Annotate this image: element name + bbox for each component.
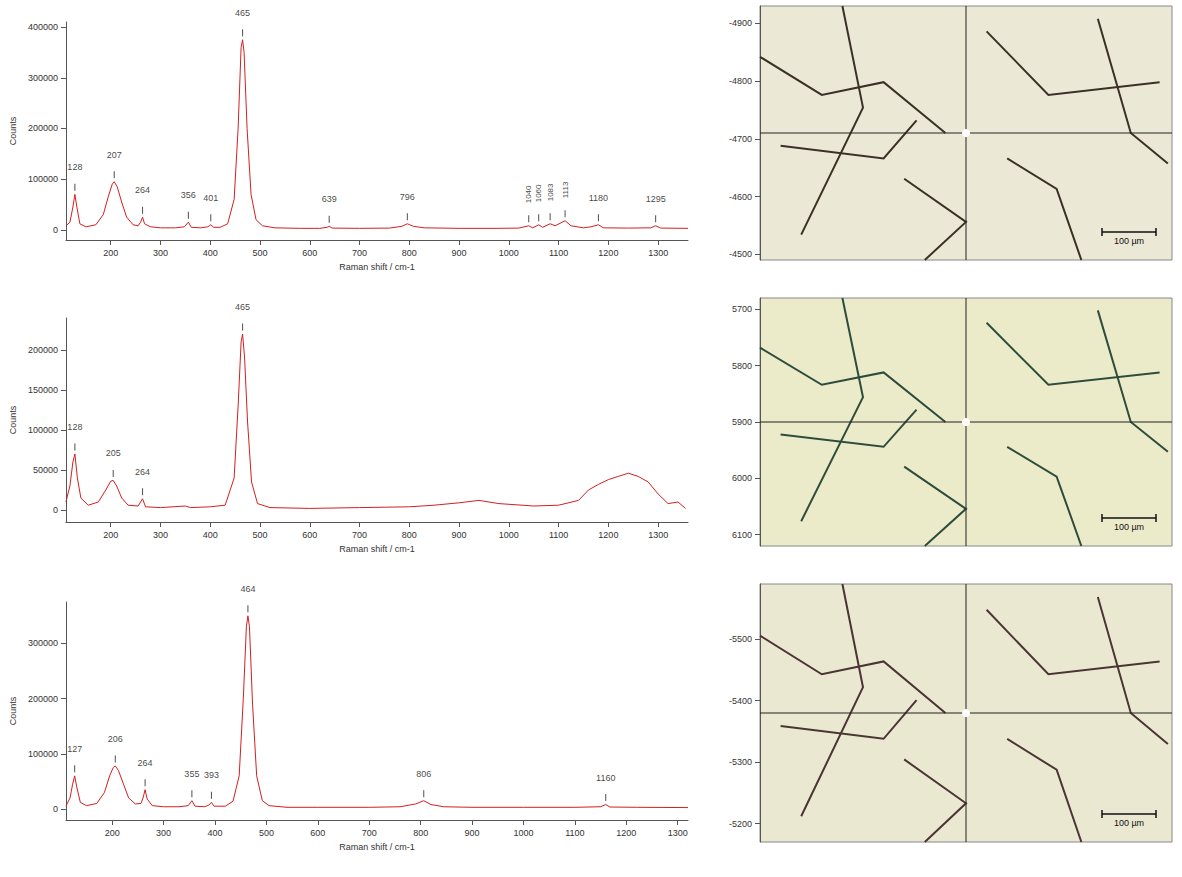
svg-text:1160: 1160 (596, 773, 615, 783)
svg-text:600: 600 (302, 530, 317, 540)
svg-text:207: 207 (107, 150, 122, 160)
svg-text:5700: 5700 (732, 304, 752, 314)
svg-text:1000: 1000 (513, 828, 533, 838)
svg-text:393: 393 (204, 770, 219, 780)
svg-text:400000: 400000 (28, 22, 58, 32)
svg-text:6000: 6000 (732, 473, 752, 483)
svg-text:1300: 1300 (648, 530, 668, 540)
svg-text:-4700: -4700 (729, 134, 752, 144)
svg-text:600: 600 (302, 248, 317, 258)
svg-text:50000: 50000 (33, 465, 58, 475)
svg-text:800: 800 (402, 530, 417, 540)
svg-text:127: 127 (67, 744, 82, 754)
svg-text:-4900: -4900 (729, 18, 752, 28)
svg-text:600: 600 (310, 828, 325, 838)
svg-text:700: 700 (352, 530, 367, 540)
svg-text:1060: 1060 (534, 184, 543, 202)
svg-text:264: 264 (135, 185, 150, 195)
svg-text:6100: 6100 (732, 530, 752, 540)
svg-text:Raman shift / cm-1: Raman shift / cm-1 (339, 544, 415, 554)
svg-text:200000: 200000 (28, 694, 58, 704)
svg-text:355: 355 (184, 769, 199, 779)
svg-text:100000: 100000 (28, 749, 58, 759)
svg-text:401: 401 (203, 193, 218, 203)
svg-text:264: 264 (138, 758, 153, 768)
svg-text:300: 300 (156, 828, 171, 838)
svg-text:1100: 1100 (549, 530, 568, 540)
svg-text:500: 500 (253, 530, 268, 540)
svg-text:300000: 300000 (28, 73, 58, 83)
svg-text:356: 356 (181, 190, 196, 200)
svg-text:300: 300 (153, 530, 168, 540)
svg-text:1180: 1180 (589, 193, 608, 203)
svg-text:-4600: -4600 (729, 192, 752, 202)
svg-text:500: 500 (259, 828, 274, 838)
svg-text:900: 900 (465, 828, 480, 838)
svg-text:Counts: Counts (8, 116, 18, 145)
svg-text:500: 500 (253, 248, 268, 258)
svg-text:800: 800 (402, 248, 417, 258)
svg-text:1000: 1000 (499, 530, 519, 540)
svg-text:205: 205 (106, 448, 121, 458)
svg-text:900: 900 (452, 530, 467, 540)
svg-text:796: 796 (400, 192, 415, 202)
svg-text:100 µm: 100 µm (1114, 522, 1144, 532)
svg-text:465: 465 (235, 8, 250, 18)
svg-text:128: 128 (67, 162, 82, 172)
svg-text:806: 806 (416, 769, 431, 779)
svg-text:128: 128 (67, 422, 82, 432)
svg-text:150000: 150000 (28, 385, 58, 395)
svg-text:-4500: -4500 (729, 249, 752, 259)
svg-text:-4800: -4800 (729, 76, 752, 86)
svg-text:300: 300 (153, 248, 168, 258)
svg-text:700: 700 (362, 828, 377, 838)
svg-text:Counts: Counts (8, 405, 18, 434)
svg-text:0: 0 (53, 804, 58, 814)
svg-text:900: 900 (452, 248, 467, 258)
svg-text:1300: 1300 (648, 248, 668, 258)
svg-text:1000: 1000 (499, 248, 519, 258)
svg-text:200000: 200000 (28, 123, 58, 133)
svg-text:400: 400 (203, 248, 218, 258)
svg-text:200: 200 (105, 828, 120, 838)
svg-text:206: 206 (108, 734, 123, 744)
svg-text:1300: 1300 (668, 828, 688, 838)
svg-text:1200: 1200 (616, 828, 636, 838)
svg-text:1113: 1113 (561, 181, 570, 198)
svg-text:1295: 1295 (646, 194, 666, 204)
svg-text:Counts: Counts (8, 696, 18, 725)
svg-text:5900: 5900 (732, 417, 752, 427)
svg-text:1040: 1040 (524, 185, 533, 203)
svg-text:700: 700 (352, 248, 367, 258)
svg-text:-5200: -5200 (729, 819, 752, 829)
svg-text:200: 200 (103, 248, 118, 258)
svg-text:1083: 1083 (546, 183, 555, 201)
svg-text:264: 264 (135, 467, 150, 477)
svg-text:300000: 300000 (28, 638, 58, 648)
svg-text:1200: 1200 (598, 248, 618, 258)
svg-text:0: 0 (53, 505, 58, 515)
svg-text:200: 200 (103, 530, 118, 540)
svg-text:639: 639 (322, 194, 337, 204)
svg-text:0: 0 (53, 225, 58, 235)
svg-text:800: 800 (413, 828, 428, 838)
svg-text:100000: 100000 (28, 425, 58, 435)
svg-text:400: 400 (203, 530, 218, 540)
svg-text:-5400: -5400 (729, 696, 752, 706)
svg-text:200000: 200000 (28, 345, 58, 355)
svg-text:465: 465 (235, 302, 250, 312)
svg-text:1100: 1100 (549, 248, 568, 258)
svg-text:100 µm: 100 µm (1114, 818, 1144, 828)
svg-text:1100: 1100 (565, 828, 584, 838)
svg-text:-5500: -5500 (729, 634, 752, 644)
svg-text:Raman shift / cm-1: Raman shift / cm-1 (339, 842, 415, 852)
svg-text:Raman shift / cm-1: Raman shift / cm-1 (339, 262, 415, 272)
svg-text:1200: 1200 (598, 530, 618, 540)
svg-text:-5300: -5300 (729, 757, 752, 767)
svg-text:400: 400 (208, 828, 223, 838)
svg-text:464: 464 (240, 584, 255, 594)
svg-text:100 µm: 100 µm (1114, 236, 1144, 246)
svg-text:100000: 100000 (28, 174, 58, 184)
svg-text:5800: 5800 (732, 361, 752, 371)
